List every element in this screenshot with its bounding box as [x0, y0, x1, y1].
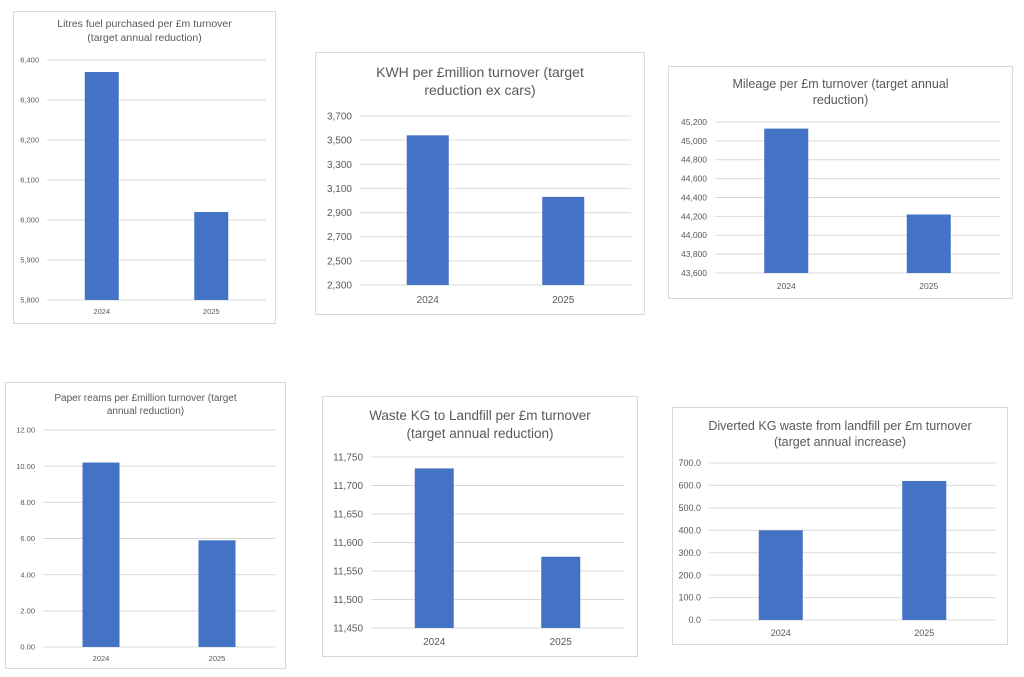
x-category-label: 2025	[552, 295, 575, 306]
y-tick-label: 3,100	[327, 184, 352, 195]
bar-2025	[902, 480, 947, 620]
y-tick-label: 11,650	[333, 510, 363, 521]
y-tick-label: 0.0	[688, 615, 701, 625]
y-tick-label: 700.0	[678, 458, 701, 468]
y-tick-label: 200.0	[678, 570, 701, 580]
x-category-label: 2024	[93, 307, 110, 316]
y-tick-label: 5,900	[20, 256, 39, 265]
y-tick-label: 10.00	[16, 462, 35, 471]
y-tick-label: 43,600	[681, 268, 707, 278]
chart-card-kwh: KWH per £million turnover (target reduct…	[315, 52, 645, 315]
y-tick-label: 2.00	[20, 606, 35, 615]
y-tick-label: 600.0	[678, 481, 701, 491]
y-tick-label: 4.00	[20, 570, 35, 579]
y-tick-label: 2,500	[327, 256, 352, 267]
chart-card-paper: Paper reams per £million turnover (targe…	[5, 382, 286, 669]
x-category-label: 2024	[423, 637, 446, 648]
chart-title: Diverted KG waste from landfill per £m t…	[708, 419, 972, 450]
y-tick-label: 43,800	[681, 249, 707, 259]
chart-title: Paper reams per £million turnover (targe…	[54, 393, 237, 417]
y-tick-label: 44,000	[681, 230, 707, 240]
y-tick-label: 8.00	[20, 498, 35, 507]
y-tick-label: 11,750	[333, 453, 363, 464]
chart-card-waste: Waste KG to Landfill per £m turnover (ta…	[322, 396, 638, 657]
y-tick-label: 2,700	[327, 232, 352, 243]
x-category-label: 2025	[914, 628, 934, 638]
bar-2025	[194, 212, 229, 300]
x-category-label: 2024	[417, 295, 440, 306]
y-tick-label: 2,300	[327, 281, 352, 292]
y-tick-label: 2,900	[327, 208, 352, 219]
y-tick-label: 3,300	[327, 160, 352, 171]
y-tick-label: 11,450	[333, 624, 363, 635]
chart-title: KWH per £million turnover (target reduct…	[376, 64, 584, 99]
chart-title: Litres fuel purchased per £m turnover (t…	[57, 18, 232, 44]
y-tick-label: 6.00	[20, 534, 35, 543]
bar-2024	[406, 135, 449, 285]
chart-card-mileage: Mileage per £m turnover (target annual r…	[668, 66, 1013, 299]
chart-svg: 0.00 2.00 4.00 6.00 8.00 10.00 12.00 2024 2025	[16, 426, 275, 663]
bar-2024	[414, 468, 454, 628]
y-tick-label: 11,700	[333, 481, 363, 492]
x-category-label: 2024	[777, 281, 796, 291]
y-tick-label: 400.0	[678, 525, 701, 535]
chart-title: Waste KG to Landfill per £m turnover (ta…	[369, 408, 591, 441]
y-tick-label: 44,400	[681, 192, 707, 202]
y-tick-label: 11,600	[333, 538, 363, 549]
bar-2025	[542, 196, 585, 285]
y-tick-label: 44,200	[681, 211, 707, 221]
y-tick-label: 6,400	[20, 56, 39, 65]
y-tick-label: 3,700	[327, 112, 352, 123]
x-category-label: 2025	[203, 307, 220, 316]
bar-2024	[84, 72, 119, 300]
x-category-label: 2025	[919, 281, 938, 291]
bar-2025	[906, 214, 951, 273]
y-tick-label: 6,300	[20, 96, 39, 105]
chart-svg: 0.0 100.0 200.0 300.0 400.0 500.0 600.0 700.0 20…	[678, 458, 996, 638]
chart-svg: 43,600 43,800 44,000 44,200 44,400 44,600 44,8…	[681, 117, 1000, 291]
y-tick-label: 12.00	[16, 426, 35, 435]
bar-2024	[758, 530, 803, 620]
bar-2025	[541, 556, 581, 628]
chart-card-diverted: Diverted KG waste from landfill per £m t…	[672, 407, 1008, 645]
chart-svg: 2,300 2,500 2,700 2,900 3,100 3,300 3,500 3,700…	[327, 112, 631, 306]
x-category-label: 2024	[93, 654, 110, 663]
y-tick-label: 44,600	[681, 174, 707, 184]
y-tick-label: 45,000	[681, 136, 707, 146]
y-tick-label: 44,800	[681, 155, 707, 165]
bar-2024	[82, 462, 120, 647]
x-category-label: 2024	[771, 628, 791, 638]
y-tick-label: 6,000	[20, 216, 39, 225]
chart-card-fuel: Litres fuel purchased per £m turnover (t…	[13, 11, 276, 324]
chart-svg: 5,800 5,900 6,000 6,100 6,200 6,300 6,400 2024 2…	[20, 56, 266, 316]
y-tick-label: 500.0	[678, 503, 701, 513]
y-tick-label: 3,500	[327, 136, 352, 147]
y-tick-label: 0.00	[20, 643, 35, 652]
chart-svg: 11,450 11,500 11,550 11,600 11,650 11,700 11,7…	[333, 453, 624, 648]
y-tick-label: 11,500	[333, 595, 363, 606]
y-tick-label: 300.0	[678, 548, 701, 558]
y-tick-label: 6,200	[20, 136, 39, 145]
y-tick-label: 6,100	[20, 176, 39, 185]
y-tick-label: 45,200	[681, 117, 707, 127]
bar-2025	[198, 540, 236, 647]
y-tick-label: 100.0	[678, 593, 701, 603]
chart-title: Mileage per £m turnover (target annual r…	[732, 77, 949, 108]
x-category-label: 2025	[209, 654, 226, 663]
bar-2024	[764, 128, 809, 273]
y-tick-label: 11,550	[333, 567, 363, 578]
y-tick-label: 5,800	[20, 296, 39, 305]
x-category-label: 2025	[550, 637, 573, 648]
